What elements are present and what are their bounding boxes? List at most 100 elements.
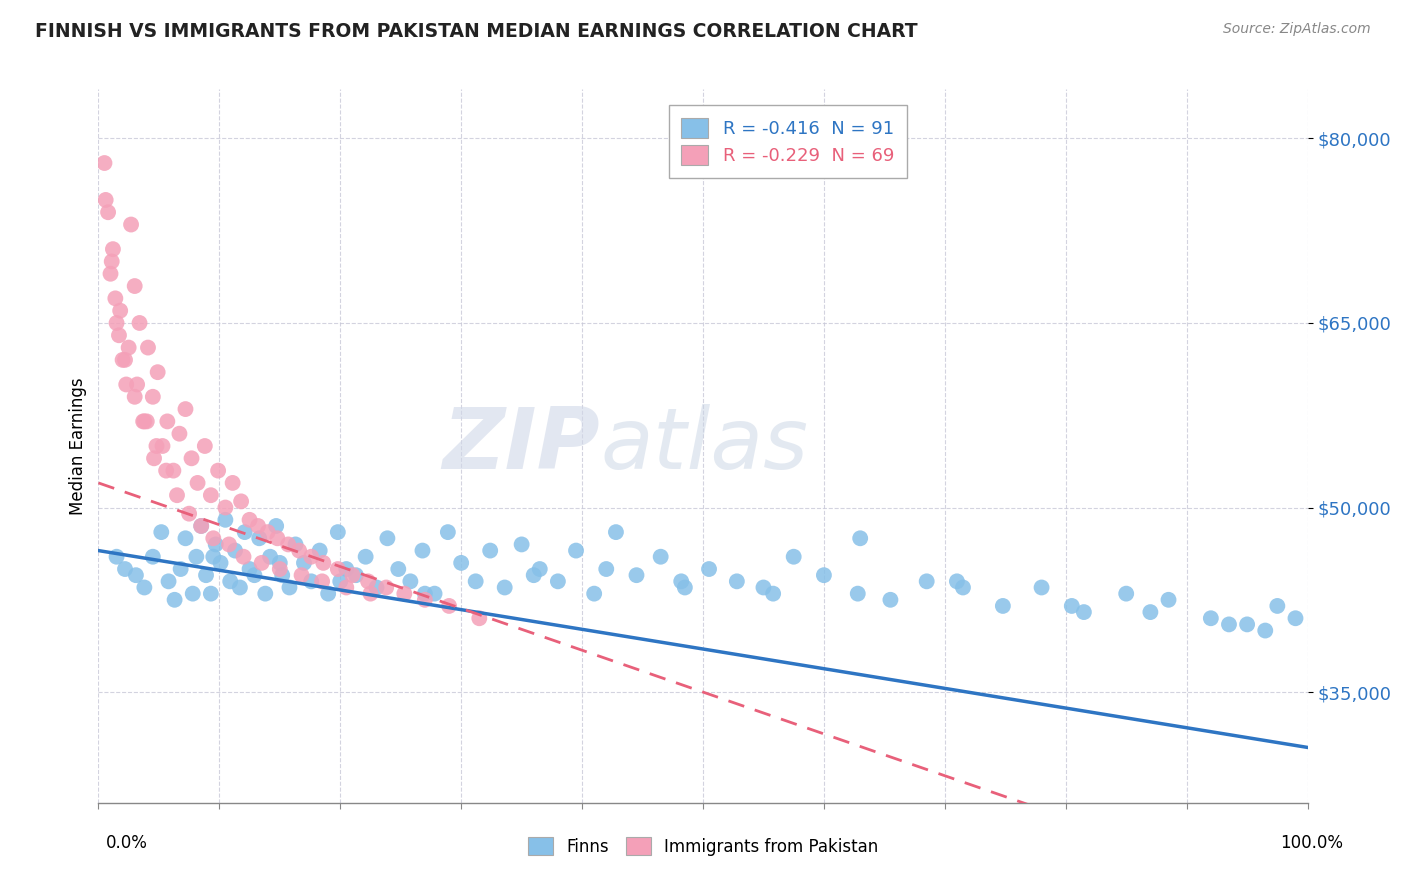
Point (468, 611, 491, 625)
Point (308, 543, 330, 558)
Point (187, 475, 209, 490)
Point (190, 519, 212, 533)
Point (523, 568, 546, 582)
Point (1115, 587, 1137, 601)
Point (169, 426, 191, 441)
Point (413, 587, 436, 601)
Point (179, 507, 201, 521)
Point (233, 525, 256, 540)
Point (136, 341, 159, 355)
Point (846, 587, 869, 601)
Point (394, 587, 416, 601)
Point (118, 341, 141, 355)
Point (360, 587, 382, 601)
Point (256, 525, 278, 540)
Point (673, 581, 696, 595)
Text: 100.0%: 100.0% (1279, 834, 1343, 852)
Point (697, 562, 720, 576)
Point (100, 267, 122, 281)
Point (163, 592, 186, 607)
Point (254, 587, 277, 601)
Point (239, 513, 262, 527)
Point (1267, 599, 1289, 613)
Point (464, 574, 486, 589)
Point (264, 519, 287, 533)
Point (181, 587, 204, 601)
Point (326, 562, 349, 576)
Point (1254, 624, 1277, 638)
Point (813, 568, 835, 582)
Point (342, 568, 364, 582)
Point (142, 549, 165, 564)
Point (335, 562, 357, 576)
Point (194, 439, 217, 453)
Point (269, 556, 291, 570)
Text: atlas: atlas (600, 404, 808, 488)
Point (399, 574, 422, 589)
Point (479, 543, 502, 558)
Text: ZIP: ZIP (443, 404, 600, 488)
Point (111, 352, 134, 367)
Point (335, 581, 357, 595)
Point (299, 574, 322, 589)
Point (375, 581, 398, 595)
Point (214, 500, 236, 515)
Point (411, 543, 433, 558)
Point (547, 574, 569, 589)
Point (162, 464, 184, 478)
Point (128, 316, 150, 330)
Point (169, 562, 191, 576)
Point (288, 543, 311, 558)
Point (247, 519, 270, 533)
Point (1031, 581, 1053, 595)
Point (146, 365, 169, 379)
Point (783, 549, 806, 564)
Point (157, 574, 180, 589)
Point (200, 587, 222, 601)
Point (204, 537, 226, 551)
Point (277, 537, 299, 551)
Point (134, 414, 156, 428)
Point (120, 218, 142, 232)
Point (354, 549, 377, 564)
Point (762, 587, 785, 601)
Point (174, 402, 197, 417)
Point (1139, 605, 1161, 619)
Point (108, 328, 131, 343)
Point (180, 451, 202, 466)
Point (510, 537, 533, 551)
Point (174, 531, 197, 545)
Point (202, 549, 225, 564)
Point (879, 592, 901, 607)
Text: FINNISH VS IMMIGRANTS FROM PAKISTAN MEDIAN EARNINGS CORRELATION CHART: FINNISH VS IMMIGRANTS FROM PAKISTAN MEDI… (35, 22, 918, 41)
Point (190, 519, 212, 533)
Point (114, 352, 136, 367)
Point (209, 556, 232, 570)
Point (1218, 617, 1240, 632)
Point (221, 475, 243, 490)
Point (155, 464, 177, 478)
Point (605, 525, 627, 540)
Point (952, 581, 974, 595)
Point (219, 574, 242, 589)
Point (229, 581, 252, 595)
Point (725, 574, 748, 589)
Point (991, 599, 1014, 613)
Point (278, 581, 301, 595)
Point (437, 525, 460, 540)
Point (152, 439, 174, 453)
Point (849, 531, 872, 545)
Point (565, 543, 588, 558)
Point (195, 568, 218, 582)
Point (259, 549, 281, 564)
Point (218, 537, 240, 551)
Point (135, 414, 157, 428)
Point (671, 574, 693, 589)
Point (1073, 605, 1095, 619)
Point (214, 513, 236, 527)
Point (377, 531, 399, 545)
Point (494, 581, 516, 595)
Point (1284, 611, 1306, 625)
Point (115, 377, 138, 392)
Point (1199, 611, 1222, 625)
